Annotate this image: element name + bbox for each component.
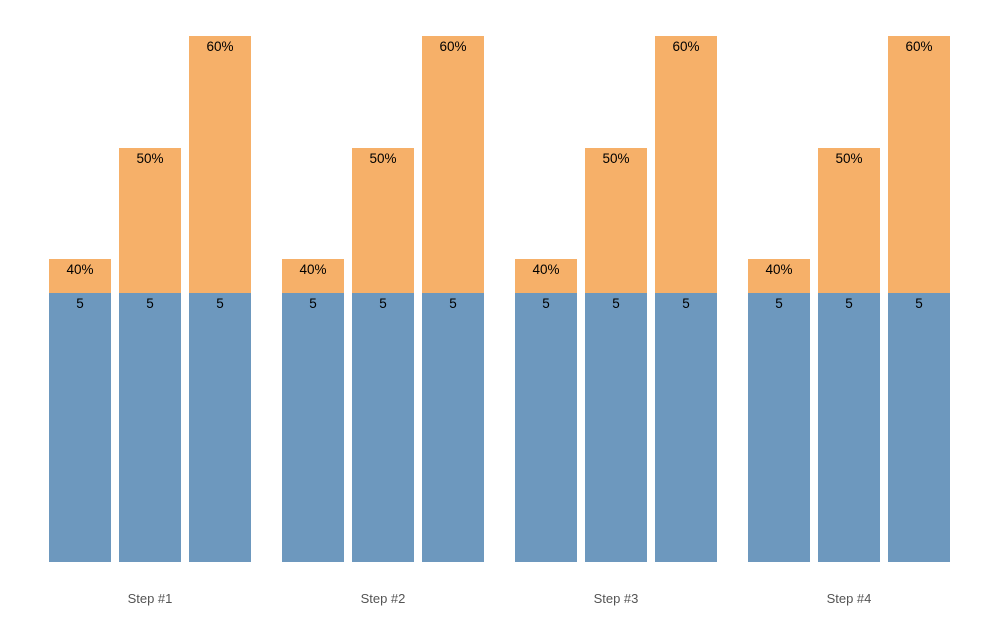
gain-label: 60% (672, 38, 700, 54)
gain-segment: 60% (189, 35, 251, 293)
base-segment: 5 (585, 293, 647, 562)
stacked-bar: 50% 5 (818, 147, 880, 562)
gain-label: 40% (532, 262, 560, 278)
stacked-bar: 40% 5 (748, 259, 810, 562)
base-segment: 5 (422, 293, 484, 562)
gain-label: 40% (299, 262, 327, 278)
gain-label: 60% (905, 38, 933, 54)
base-label: 5 (309, 296, 317, 311)
base-segment: 5 (119, 293, 181, 562)
gain-label: 40% (765, 262, 793, 278)
gain-segment: 40% (282, 259, 344, 293)
x-axis-label: Step #3 (593, 591, 639, 606)
gain-segment: 40% (49, 259, 111, 293)
base-segment: 5 (282, 293, 344, 562)
stacked-bar: 50% 5 (119, 147, 181, 562)
base-segment: 5 (352, 293, 414, 562)
gain-label: 50% (835, 150, 863, 166)
base-label: 5 (612, 296, 620, 311)
x-axis-label: Step #2 (360, 591, 406, 606)
stacked-bar: 50% 5 (352, 147, 414, 562)
gain-label: 50% (602, 150, 630, 166)
gain-segment: 40% (748, 259, 810, 293)
base-segment: 5 (655, 293, 717, 562)
base-label: 5 (379, 296, 387, 311)
stacked-bar: 60% 5 (888, 35, 950, 562)
base-label: 5 (449, 296, 457, 311)
gain-label: 50% (369, 150, 397, 166)
base-segment: 5 (818, 293, 880, 562)
base-segment: 5 (515, 293, 577, 562)
base-segment: 5 (49, 293, 111, 562)
base-label: 5 (76, 296, 84, 311)
base-label: 5 (845, 296, 853, 311)
gain-label: 40% (66, 262, 94, 278)
base-label: 5 (146, 296, 154, 311)
gain-label: 60% (206, 38, 234, 54)
stacked-bar: 60% 5 (189, 35, 251, 562)
base-segment: 5 (748, 293, 810, 562)
gain-segment: 40% (515, 259, 577, 293)
stacked-bar: 40% 5 (282, 259, 344, 562)
gain-label: 60% (439, 38, 467, 54)
base-label: 5 (775, 296, 783, 311)
gain-segment: 50% (119, 147, 181, 293)
gain-segment: 60% (422, 35, 484, 293)
stacked-bar: 60% 5 (655, 35, 717, 562)
base-label: 5 (542, 296, 550, 311)
x-axis-label: Step #4 (826, 591, 872, 606)
stacked-bar: 60% 5 (422, 35, 484, 562)
base-label: 5 (682, 296, 690, 311)
base-segment: 5 (888, 293, 950, 562)
base-label: 5 (915, 296, 923, 311)
gain-label: 50% (136, 150, 164, 166)
x-axis-label: Step #1 (127, 591, 173, 606)
base-label: 5 (216, 296, 224, 311)
gain-segment: 50% (352, 147, 414, 293)
base-segment: 5 (189, 293, 251, 562)
gain-segment: 50% (818, 147, 880, 293)
stacked-bar: 50% 5 (585, 147, 647, 562)
x-axis: Step #1 Step #2 Step #3 Step #4 (0, 591, 1000, 611)
stacked-bar: 40% 5 (49, 259, 111, 562)
gain-segment: 50% (585, 147, 647, 293)
gain-segment: 60% (655, 35, 717, 293)
gain-segment: 60% (888, 35, 950, 293)
stacked-bar: 40% 5 (515, 259, 577, 562)
